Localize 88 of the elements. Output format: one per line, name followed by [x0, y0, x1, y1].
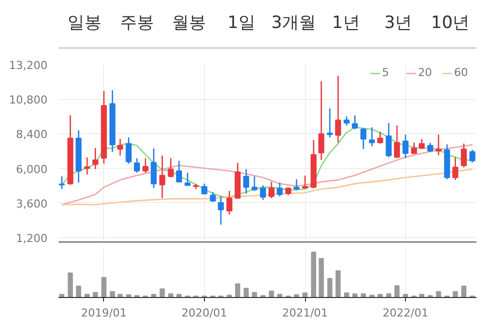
text: 10년: [431, 13, 470, 33]
bar: [168, 293, 174, 298]
candlestick: [344, 116, 350, 126]
bar: [76, 286, 82, 298]
x-tick-label: 2020/01: [181, 306, 228, 320]
candlestick: [168, 158, 174, 178]
candlestick: [92, 147, 98, 170]
text: 일봉: [68, 13, 102, 33]
y-tick-label: 1,200: [16, 232, 48, 245]
bar: [235, 283, 240, 298]
candlestick: [251, 176, 258, 192]
candlestick: [394, 124, 400, 159]
bar: [268, 290, 274, 298]
candlestick: [436, 134, 442, 156]
candlestick: [117, 138, 124, 156]
bar: [452, 291, 458, 298]
candlestick: [302, 174, 308, 189]
bar: [252, 292, 257, 298]
candlestick: [318, 80, 324, 161]
bar: [151, 294, 156, 298]
x-tick-label: 2022/01: [382, 306, 428, 320]
candlestick: [260, 184, 266, 201]
candlestick: [335, 75, 342, 144]
y-tick-label: 10,800: [9, 94, 48, 107]
candlestick: [150, 148, 157, 189]
bar: [226, 294, 232, 298]
bar: [110, 291, 115, 298]
bar: [327, 278, 332, 298]
bar: [386, 293, 392, 298]
bar: [92, 292, 98, 298]
bar: [394, 285, 400, 298]
candlestick: [377, 131, 384, 144]
candlestick: [326, 108, 333, 138]
candlestick: [294, 178, 300, 191]
y-tick-label: 6,000: [16, 162, 48, 176]
y-tick-label: 8,400: [16, 128, 48, 142]
bar: [160, 288, 165, 298]
bar: [59, 294, 64, 298]
bar: [318, 258, 324, 298]
x-tick-label: 2021/01: [282, 306, 328, 320]
bar: [101, 277, 106, 298]
bar: [336, 270, 341, 298]
candlestick: [469, 149, 476, 164]
candlestick: [418, 138, 425, 150]
text: 1년: [332, 13, 360, 33]
candlestick: [58, 176, 65, 190]
bar: [369, 294, 374, 298]
bar: [244, 288, 249, 298]
candlestick: [134, 158, 140, 174]
y-tick-label: 13,200: [9, 59, 48, 72]
text: 3개월: [271, 13, 316, 33]
text: 3년: [384, 13, 412, 33]
candlestick: [142, 158, 148, 174]
bar: [419, 294, 424, 298]
candlestick: [84, 156, 90, 176]
candlestick: [218, 196, 224, 226]
candlestick: [460, 142, 467, 168]
candlestick: [268, 181, 274, 199]
candlestick: [226, 190, 232, 216]
candlestick: [210, 191, 216, 203]
candlestick: [176, 160, 182, 184]
x-tick-label: 2019/01: [81, 306, 127, 320]
candlestick: [360, 127, 366, 150]
legend-label: 20: [418, 66, 433, 79]
candlestick: [159, 154, 166, 199]
candlestick: [352, 114, 358, 130]
candlestick: [184, 172, 191, 186]
candlestick: [427, 142, 434, 153]
legend-label: 5: [382, 66, 390, 79]
legend-label: 60: [454, 66, 469, 79]
bar: [68, 272, 73, 298]
candlestick: [452, 156, 458, 181]
bar: [378, 294, 383, 298]
candlestick: [243, 168, 250, 194]
bar: [302, 292, 308, 298]
bar: [311, 252, 316, 298]
candlestick: [126, 136, 132, 164]
text: 1일: [227, 13, 256, 33]
text: 주봉: [120, 13, 154, 33]
line-series: [61, 144, 474, 206]
bar: [461, 286, 466, 298]
candlestick: [368, 126, 375, 147]
text: 월봉: [172, 13, 206, 33]
bar: [436, 291, 442, 298]
y-tick-label: 3,600: [16, 197, 48, 210]
candlestick: [276, 182, 283, 198]
candlestick: [386, 122, 392, 158]
candlestick: [402, 134, 408, 159]
